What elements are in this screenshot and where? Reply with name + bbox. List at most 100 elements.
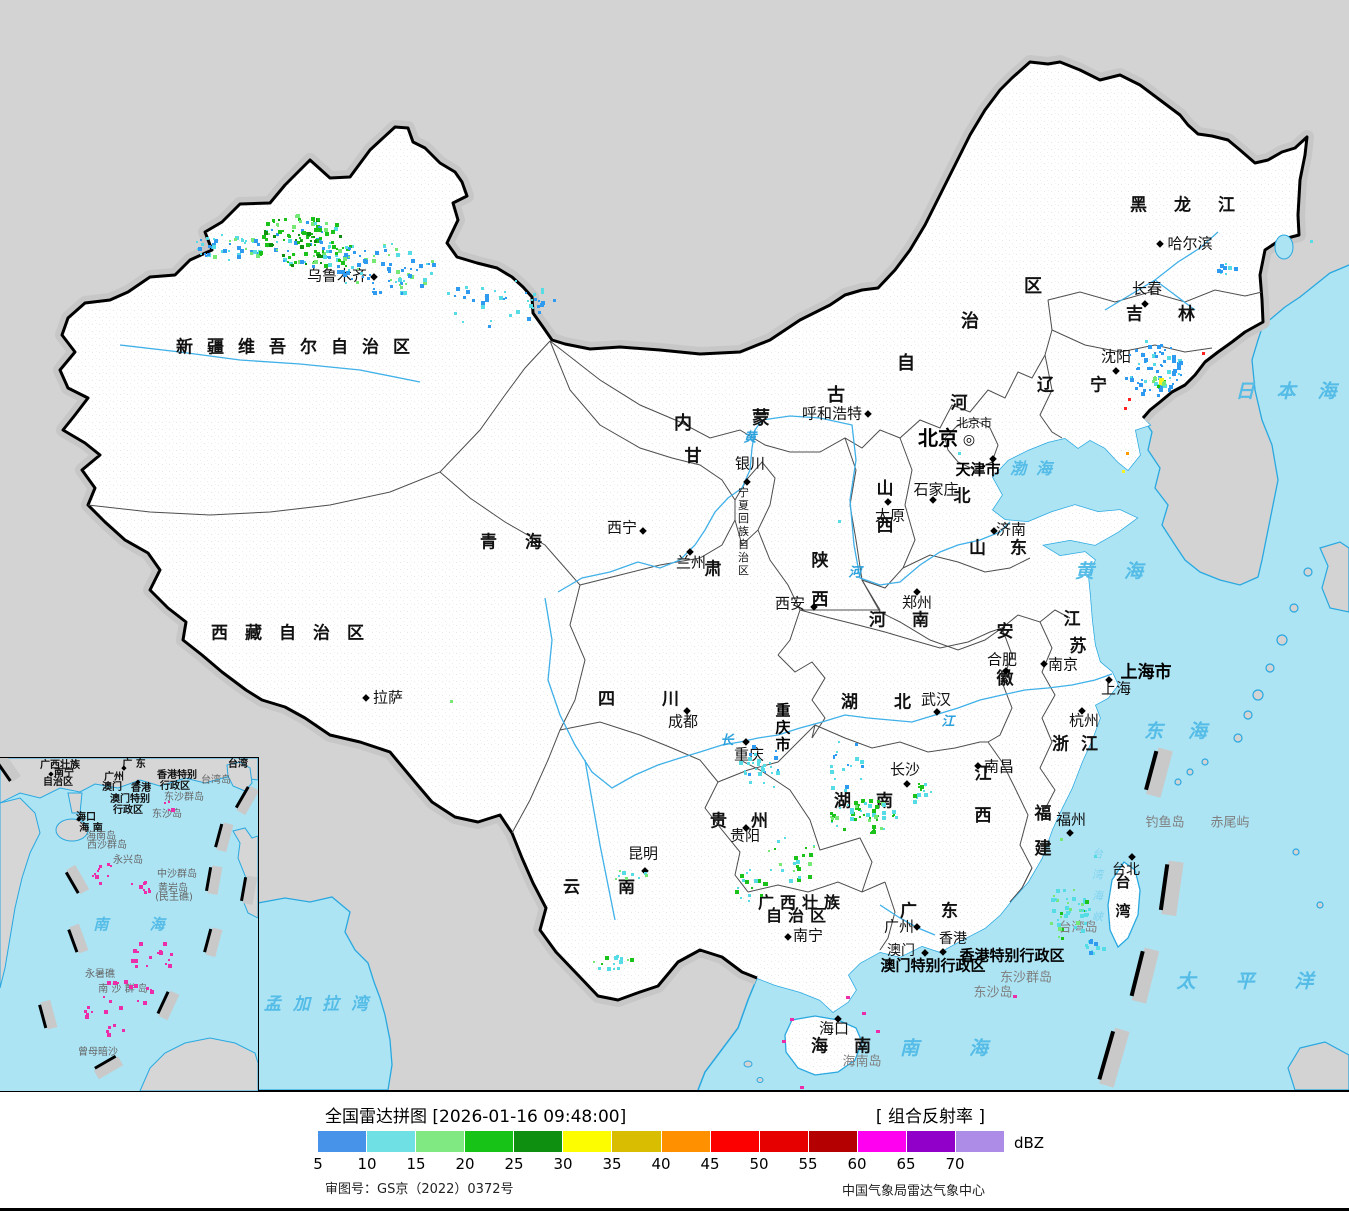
dbz-tick: 55 — [798, 1155, 818, 1173]
island-mark — [144, 891, 147, 894]
city-label: 哈尔滨 — [1167, 234, 1213, 253]
radar-echo-pixel — [223, 249, 227, 253]
radar-echo-pixel — [1169, 377, 1171, 379]
radar-echo-pixel — [348, 247, 351, 250]
radar-echo-pixel — [240, 249, 244, 253]
radar-echo-pixel — [403, 291, 407, 295]
radar-echo-pixel — [854, 818, 857, 821]
radar-echo-pixel — [276, 249, 278, 251]
radar-echo-pixel — [845, 785, 849, 789]
undefined-boundary-dash — [1142, 747, 1173, 798]
radar-echo-pixel — [253, 250, 257, 254]
radar-echo-pixel — [1064, 914, 1068, 918]
radar-echo-pixel — [269, 243, 273, 247]
radar-echo-pixel — [1179, 361, 1183, 365]
map-approval-number: 审图号：GS京（2022）0372号 — [325, 1182, 514, 1197]
map-label: 辽宁 — [1037, 375, 1143, 396]
map-label: 海南岛 — [842, 1054, 882, 1070]
map-label: 山东 — [969, 538, 1051, 559]
radar-echo-pixel — [420, 284, 424, 288]
radar-echo-pixel — [312, 262, 314, 264]
radar-echo-pixel — [882, 803, 886, 807]
inset-label: 黄岩岛 — [158, 883, 188, 894]
radar-echo-pixel — [892, 815, 894, 817]
radar-echo-pixel — [1128, 398, 1131, 401]
radar-echo-pixel — [531, 299, 533, 301]
radar-echo-pixel — [751, 887, 753, 889]
radar-echo-pixel — [1054, 898, 1057, 901]
radar-echo-pixel — [895, 816, 898, 819]
radar-echo-pixel — [842, 768, 845, 771]
map-label: 安徽 — [992, 622, 1013, 716]
dbz-tick: 25 — [504, 1155, 524, 1173]
radar-echo-pixel — [328, 263, 332, 267]
radar-echo-pixel — [1154, 352, 1156, 354]
radar-echo-pixel — [858, 808, 861, 811]
radar-echo-pixel — [292, 230, 294, 232]
inset-label: 自治区 — [43, 777, 73, 788]
radar-echo-pixel — [456, 287, 460, 291]
radar-echo-pixel — [813, 846, 815, 848]
inset-label: 台湾 — [228, 759, 248, 770]
radar-echo-pixel — [237, 246, 241, 250]
radar-echo-pixel — [311, 222, 315, 226]
radar-echo-pixel — [273, 235, 276, 238]
radar-echo-pixel — [367, 277, 370, 280]
radar-echo-pixel — [839, 807, 841, 809]
china-landmass — [60, 62, 1307, 1012]
map-label: 宁夏回族自治区 — [736, 486, 750, 578]
dbz-color-cell — [759, 1131, 808, 1152]
radar-echo-pixel — [343, 273, 347, 277]
dbz-color-cell — [514, 1131, 563, 1152]
island-mark — [165, 963, 167, 965]
map-label: 江西 — [970, 764, 991, 848]
radar-echo-pixel — [428, 263, 430, 265]
radar-echo-pixel — [298, 234, 300, 236]
nine-dash-segment — [156, 990, 181, 1021]
island-mark — [92, 875, 94, 877]
inset-label: 香港 — [131, 783, 151, 794]
radar-echo-pixel — [553, 299, 556, 302]
radar-echo-pixel — [212, 245, 216, 249]
city-label: 拉萨 — [372, 688, 404, 707]
radar-echo-pixel — [300, 260, 304, 264]
map-label: 北 — [953, 486, 971, 507]
radar-echo-pixel — [868, 804, 872, 808]
island-mark — [133, 949, 137, 953]
island-mark — [168, 801, 170, 803]
radar-echo-pixel — [793, 870, 795, 872]
radar-echo-pixel — [396, 253, 400, 257]
city-label: 济南 — [995, 520, 1027, 539]
dbz-tick: 5 — [313, 1155, 323, 1173]
radar-echo-pixel — [306, 243, 310, 247]
radar-echo-pixel — [301, 229, 304, 232]
radar-echo-pixel — [779, 863, 782, 866]
radar-echo-pixel — [356, 281, 359, 284]
radar-echo-pixel — [372, 282, 374, 284]
radar-echo-pixel — [1130, 376, 1132, 378]
island-mark — [134, 984, 138, 988]
radar-echo-pixel — [408, 274, 412, 278]
radar-echo-pixel — [268, 233, 270, 235]
radar-echo-pixel — [1131, 376, 1133, 378]
city-label: 兰州 — [675, 553, 707, 572]
radar-echo-pixel — [304, 261, 306, 263]
radar-echo-pixel — [343, 257, 347, 261]
radar-echo-pixel — [834, 778, 836, 780]
radar-echo-pixel — [533, 293, 536, 296]
dbz-color-cell — [612, 1131, 661, 1152]
radar-echo-pixel — [855, 806, 859, 810]
city-label: 澳门特别行政区 — [880, 956, 986, 975]
radar-echo-pixel — [366, 258, 368, 260]
radar-echo-pixel — [1061, 928, 1064, 931]
radar-echo-pixel — [744, 772, 747, 775]
radar-echo-pixel — [306, 236, 309, 239]
city-label: 福州 — [1055, 810, 1087, 829]
inset-overlay: 广西壮族 自治区 南宁广 东广州 澳门 香港 香港特别 行政区 澳门特别 行政区 东沙群岛 东沙岛台… — [0, 758, 258, 1091]
japan-ryukyu-islands — [1174, 541, 1349, 909]
radar-echo-pixel — [256, 254, 260, 258]
island-mark — [137, 1000, 139, 1002]
radar-echo-pixel — [488, 325, 491, 328]
map-label: 贵州 — [710, 811, 792, 832]
radar-echo-pixel — [830, 765, 833, 768]
